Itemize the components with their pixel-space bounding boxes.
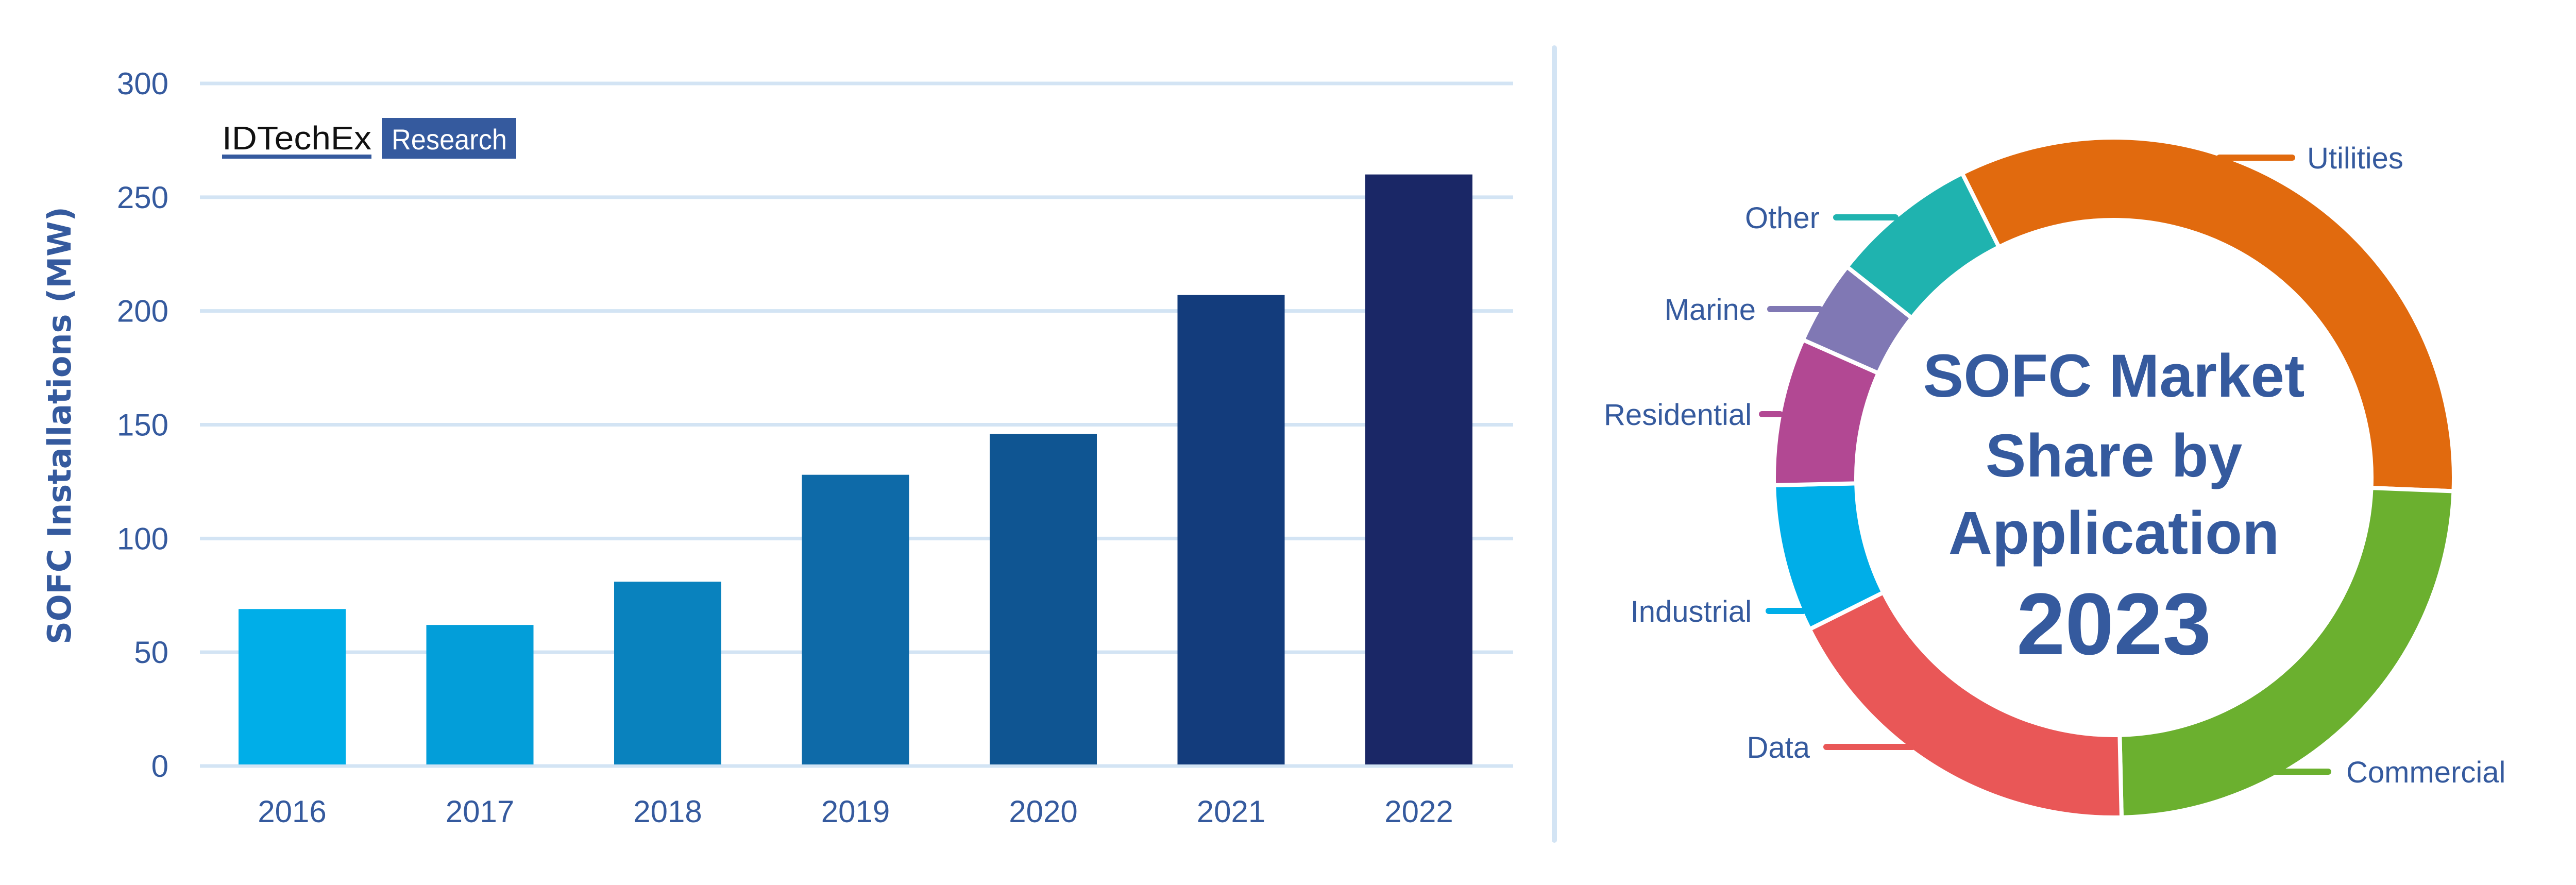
x-tick-label: 2016 bbox=[258, 794, 326, 829]
y-tick-label: 0 bbox=[151, 749, 168, 784]
y-tick-label: 150 bbox=[117, 408, 168, 443]
y-tick-label: 100 bbox=[117, 521, 168, 556]
x-tick-label: 2021 bbox=[1197, 794, 1265, 829]
label-commercial: Commercial bbox=[2346, 756, 2505, 789]
y-tick-label: 300 bbox=[117, 66, 168, 101]
bar-2017 bbox=[426, 625, 534, 764]
x-tick-label: 2017 bbox=[446, 794, 514, 829]
bar-2020 bbox=[990, 434, 1097, 764]
slice-other bbox=[1844, 170, 2002, 321]
label-residential: Residential bbox=[1604, 398, 1752, 432]
y-tick-label: 200 bbox=[117, 294, 168, 329]
donut-center-title: SOFC Market Share by Application 2023 bbox=[1923, 342, 2305, 673]
divider bbox=[1552, 45, 1557, 843]
label-marine: Marine bbox=[1665, 293, 1756, 327]
center-title-year: 2023 bbox=[2016, 575, 2211, 673]
logo-brand: IDTechEx bbox=[222, 120, 371, 157]
slice-utilities bbox=[1959, 135, 2456, 493]
y-tick-label: 50 bbox=[134, 635, 168, 670]
x-tick-label: 2020 bbox=[1009, 794, 1077, 829]
donut-chart: Utilities Commercial Data Industrial Residen… bbox=[1604, 135, 2505, 820]
bar-chart: 2016 2017 2018 2019 2020 2021 2022 0 50 100 150 20… bbox=[41, 66, 1513, 829]
bar-2021 bbox=[1177, 295, 1285, 764]
label-other: Other bbox=[1745, 201, 1820, 235]
logo-tag: Research bbox=[392, 123, 507, 156]
bar-2018 bbox=[614, 582, 721, 764]
x-tick-label: 2022 bbox=[1384, 794, 1453, 829]
x-tick-label: 2019 bbox=[821, 794, 890, 829]
y-axis-title: SOFC Installations (MW) bbox=[41, 207, 78, 644]
y-tick-label: 250 bbox=[117, 180, 168, 215]
center-title-line-1: SOFC Market bbox=[1923, 342, 2305, 410]
x-tick-label: 2018 bbox=[633, 794, 702, 829]
label-industrial: Industrial bbox=[1631, 595, 1752, 628]
bar-2019 bbox=[802, 474, 909, 764]
idtechex-logo: IDTechEx Research bbox=[222, 118, 516, 159]
logo-tag-box bbox=[382, 118, 516, 159]
label-data: Data bbox=[1747, 731, 1810, 764]
slice-commercial bbox=[2117, 485, 2456, 820]
center-title-line-3: Application bbox=[1948, 499, 2279, 567]
center-title-line-2: Share by bbox=[1986, 422, 2242, 490]
label-utilities: Utilities bbox=[2307, 142, 2403, 175]
bar-2016 bbox=[239, 609, 346, 764]
bar-2022 bbox=[1365, 174, 1472, 765]
